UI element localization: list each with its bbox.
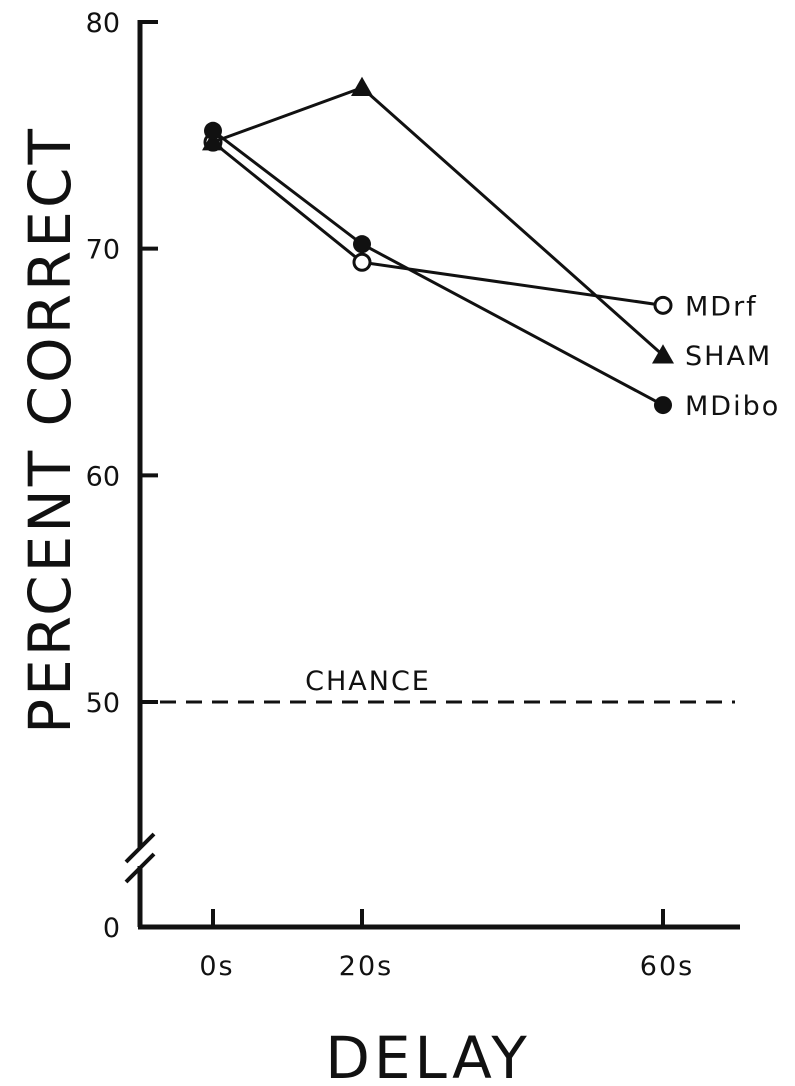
series-sham xyxy=(202,76,674,364)
legend: MDrf SHAM MDibo xyxy=(685,291,780,422)
series-line xyxy=(212,86,664,357)
x-tick-label: 60s xyxy=(640,951,694,982)
x-axis: 0s 20s 60s xyxy=(138,909,740,982)
y-tick-label: 0 xyxy=(103,913,120,944)
data-point xyxy=(351,76,373,96)
series-mdibo xyxy=(204,121,672,415)
y-tick-label: 70 xyxy=(86,235,120,266)
data-point xyxy=(654,396,672,415)
series-layer xyxy=(202,76,674,415)
data-point xyxy=(652,344,674,364)
x-tick-label: 20s xyxy=(339,951,393,982)
y-tick-label: 80 xyxy=(86,8,120,39)
y-axis-title: PERCENT CORRECT xyxy=(16,126,84,734)
series-line xyxy=(212,140,664,307)
y-axis: 0 50 60 70 80 xyxy=(86,8,158,944)
data-point xyxy=(353,235,371,254)
legend-label-mdibo: MDibo xyxy=(685,391,780,422)
legend-label-sham: SHAM xyxy=(685,341,772,372)
data-point xyxy=(653,295,673,315)
y-tick-label: 60 xyxy=(86,461,120,492)
x-axis-title: DELAY xyxy=(325,1024,531,1086)
legend-label-mdrf: MDrf xyxy=(685,291,758,322)
x-tick-label: 0s xyxy=(199,951,234,982)
series-line xyxy=(212,129,664,407)
axis-break-mark xyxy=(124,832,156,884)
data-point xyxy=(204,121,222,140)
chance-label: CHANCE xyxy=(305,666,431,697)
chance-reference: CHANCE xyxy=(160,666,735,704)
data-point xyxy=(202,131,224,151)
data-point xyxy=(352,252,372,272)
y-tick-label: 50 xyxy=(86,688,120,719)
